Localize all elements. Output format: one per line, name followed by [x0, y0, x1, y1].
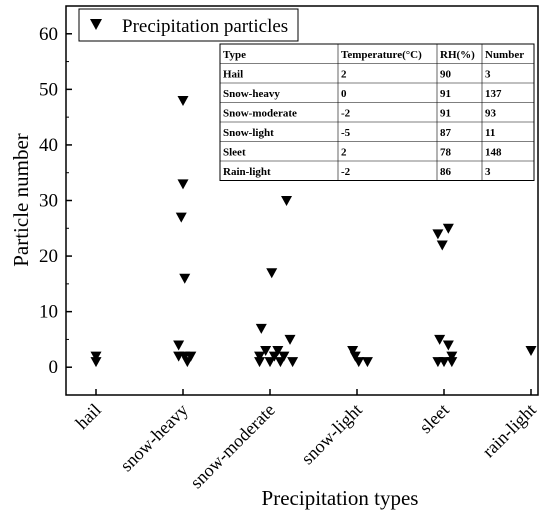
table-cell: 91 — [440, 88, 451, 100]
y-tick-label: 20 — [39, 246, 58, 267]
table-header-cell: RH(%) — [440, 49, 475, 61]
data-point — [254, 357, 266, 368]
table-cell: 2 — [341, 69, 347, 81]
table-cell: 90 — [440, 69, 452, 81]
table-border — [219, 43, 535, 181]
data-point — [281, 196, 293, 206]
data-point — [255, 323, 267, 334]
y-axis-title: Particle number — [9, 133, 33, 267]
legend: Precipitation particles — [78, 8, 299, 42]
table-cell: 0 — [341, 88, 347, 100]
data-point — [260, 346, 272, 357]
table-cell: 148 — [485, 147, 502, 159]
table-cell: 3 — [485, 69, 491, 81]
data-point — [173, 340, 185, 351]
table-cell: Sleet — [223, 147, 246, 159]
table-cell: 2 — [341, 147, 347, 159]
table-header-cell: Temperature(°C) — [341, 49, 422, 61]
table-cell: 137 — [485, 88, 502, 100]
x-tick-label: rain-light — [478, 400, 540, 462]
data-point — [177, 179, 189, 190]
data-point — [442, 340, 454, 351]
data-point — [349, 351, 361, 362]
data-point — [284, 334, 296, 345]
table-cell: 11 — [485, 127, 495, 139]
inset-table: Type Temperature(°C) RH(%) Number Hail 2 90 3 Sn… — [219, 43, 535, 181]
legend-marker-icon — [90, 19, 102, 30]
table-cell: 3 — [485, 166, 491, 178]
data-point — [266, 268, 278, 279]
data-point — [525, 346, 537, 357]
data-points — [90, 95, 537, 368]
table-cell: 86 — [440, 166, 452, 178]
y-tick-label: 60 — [39, 24, 58, 45]
data-point — [287, 357, 299, 368]
y-tick-label: 50 — [39, 79, 58, 100]
data-point — [90, 351, 102, 362]
table-header-cell: Number — [485, 49, 524, 61]
legend-label: Precipitation particles — [122, 16, 288, 37]
x-axis-title: Precipitation types — [262, 486, 419, 510]
y-tick-label: 0 — [49, 357, 59, 378]
data-point — [434, 334, 446, 345]
data-point — [268, 351, 280, 362]
data-point — [264, 357, 276, 368]
data-point — [436, 240, 448, 251]
x-tick-label: snow-heavy — [116, 400, 192, 476]
data-point — [446, 351, 458, 362]
x-tick-label: hail — [72, 400, 105, 433]
y-tick-label: 10 — [39, 302, 58, 323]
data-point — [278, 351, 290, 362]
table-cell: 93 — [485, 108, 497, 120]
data-point — [177, 95, 189, 106]
legend-box — [78, 8, 299, 42]
table-cell: -2 — [341, 166, 351, 178]
data-point — [446, 357, 458, 368]
data-point — [438, 357, 450, 368]
data-point — [353, 357, 365, 368]
table-cell: Snow-moderate — [223, 108, 297, 120]
data-point — [179, 273, 191, 284]
table-cell: Snow-light — [223, 127, 274, 139]
data-point — [347, 346, 359, 357]
data-point — [181, 357, 193, 368]
data-point — [254, 351, 266, 362]
table-header-cell: Type — [223, 49, 246, 61]
table-cell: 91 — [440, 108, 451, 120]
x-tick-label: sleet — [415, 400, 452, 437]
data-point — [361, 357, 373, 368]
data-point — [90, 357, 102, 368]
table-cell: Hail — [223, 69, 243, 81]
y-tick-label: 40 — [39, 135, 58, 156]
table-cell: 78 — [440, 147, 452, 159]
data-point — [442, 223, 454, 234]
table-cell: 87 — [440, 127, 452, 139]
x-tick-label: snow-light — [297, 400, 366, 469]
data-point — [272, 346, 284, 357]
data-point — [175, 212, 187, 223]
table-cell: Snow-heavy — [223, 88, 280, 100]
table-cell: -2 — [341, 108, 351, 120]
data-point — [432, 229, 444, 240]
y-tick-label: 30 — [39, 191, 58, 212]
data-point — [274, 357, 286, 368]
table-cell: Rain-light — [223, 166, 271, 178]
data-point — [185, 351, 197, 362]
x-tick-label: snow-moderate — [186, 400, 279, 493]
table-cell: -5 — [341, 127, 351, 139]
